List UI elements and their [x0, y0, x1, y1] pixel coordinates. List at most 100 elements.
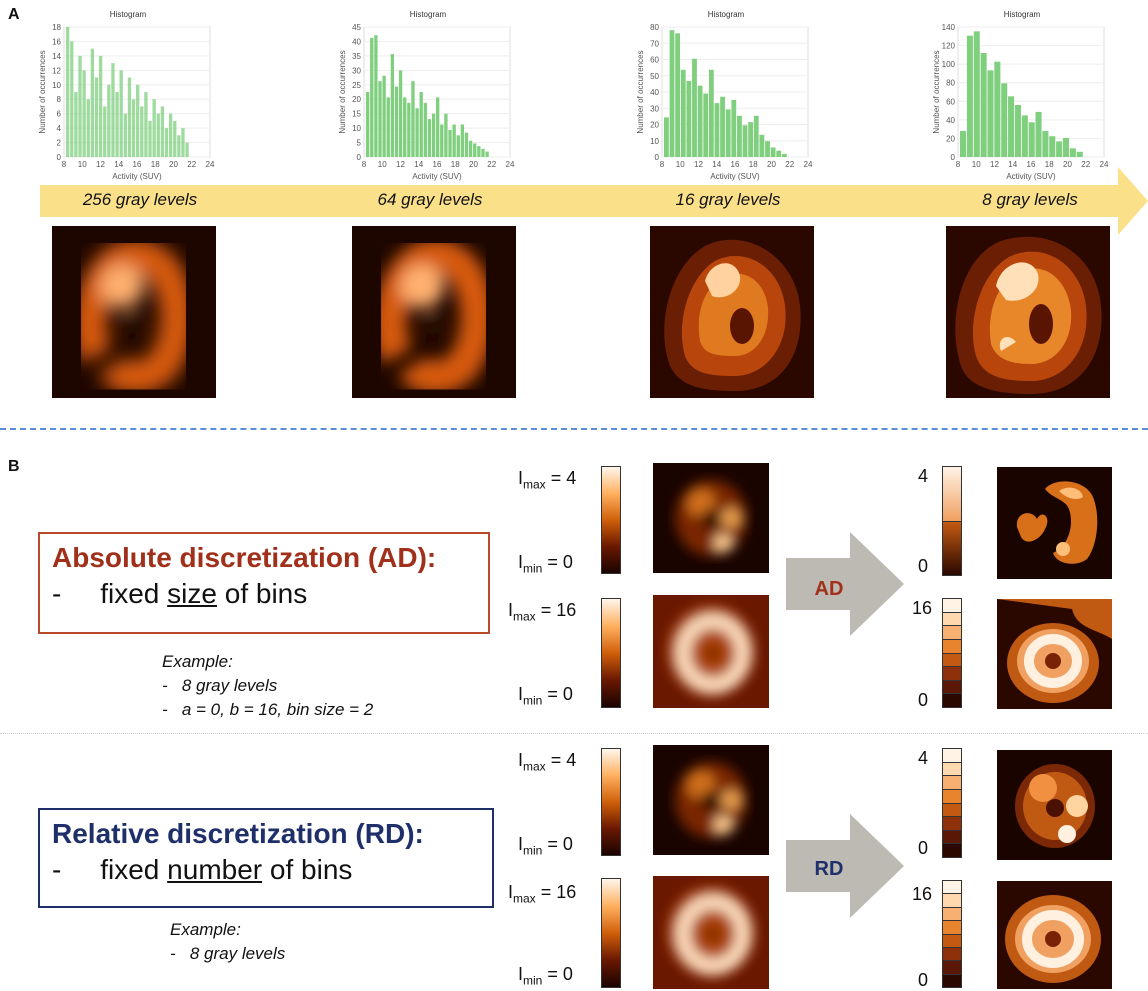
x-tick-label: 18: [151, 160, 160, 169]
y-tick-label: 5: [357, 139, 362, 148]
histogram-bar: [720, 96, 725, 157]
colorbar-bin: [943, 881, 961, 895]
y-tick-label: 0: [655, 153, 660, 162]
histogram-bar: [765, 141, 770, 157]
histogram-bar: [86, 99, 90, 157]
ad-colorbar-4: [942, 466, 962, 576]
y-tick-label: 30: [650, 104, 659, 113]
colorbar-bin: [943, 934, 961, 948]
pet-image-8: [946, 226, 1110, 398]
discretized-image-ad-row2: [997, 599, 1112, 709]
histogram-bar: [776, 150, 782, 157]
x-tick-label: 22: [785, 160, 794, 169]
tick-0-row4: 0: [918, 970, 929, 990]
colorbar-bin: [943, 844, 961, 857]
y-tick-label: 40: [650, 88, 659, 97]
y-tick-label: 14: [52, 52, 61, 61]
x-tick-label: 12: [990, 160, 999, 169]
histogram-plot: 0 5 10 15 20 25 30 35 40 45 8 10 12 14 16 18 20 22 24 Activ…: [338, 23, 515, 181]
x-tick-label: 12: [96, 160, 105, 169]
histogram-bar: [103, 106, 107, 157]
rd-definition-box: Relative discretization (RD): - fixed nu…: [38, 808, 494, 908]
histogram-bar: [366, 92, 370, 157]
histogram-bar: [473, 143, 477, 157]
histogram-bar: [714, 103, 720, 157]
histogram-bar: [481, 148, 485, 157]
tick-16-row4: 16: [912, 884, 933, 904]
row-divider: [0, 733, 1148, 734]
histogram-bar: [74, 92, 78, 157]
histogram-bar: [427, 119, 432, 157]
gray-level-label-256: 256 gray levels: [82, 190, 198, 209]
continuous-colorbar-row1: [601, 466, 621, 574]
histogram-bar: [753, 115, 759, 157]
gray-level-arrow: [40, 167, 1148, 235]
histogram-bar: [419, 92, 423, 157]
histogram-bar: [436, 97, 440, 157]
histogram-bar: [403, 97, 407, 157]
histogram-bar: [127, 77, 132, 157]
x-tick-label: 8: [362, 160, 367, 169]
x-tick-label: 16: [1027, 160, 1036, 169]
histogram-bar: [737, 115, 742, 157]
y-tick-label: 15: [352, 110, 361, 119]
histogram-bar: [173, 120, 177, 157]
y-axis-label: Number of occurrences: [38, 50, 47, 133]
histogram-plot: 0 10 20 30 40 50 60 70 80 8 10 12 14 16 18 20 22 24 Activi…: [636, 23, 813, 181]
histogram-bar: [374, 35, 378, 157]
colorbar-bin: [943, 694, 961, 707]
histogram-bar: [994, 61, 1001, 157]
histogram-bar: [181, 128, 185, 157]
histogram-bar: [1021, 115, 1028, 157]
rd-example-line-1: - 8 gray levels: [170, 944, 286, 963]
histogram-bar: [82, 70, 86, 157]
histogram-bar: [980, 53, 987, 157]
x-tick-label: 22: [187, 160, 196, 169]
histogram-title: Histogram: [409, 10, 447, 19]
x-tick-label: 12: [694, 160, 703, 169]
histogram-bar: [697, 85, 703, 157]
discretized-image-ad-row1: [997, 467, 1112, 579]
y-tick-label: 18: [52, 23, 61, 32]
histogram-bar: [748, 122, 754, 157]
histogram-bar: [675, 33, 681, 157]
colorbar-bin: [943, 921, 961, 935]
histogram-bar: [781, 153, 787, 157]
x-tick-label: 20: [1063, 160, 1072, 169]
histogram-bar: [456, 135, 460, 157]
histogram-bar: [415, 108, 419, 157]
rd-arrow: [786, 814, 904, 918]
histogram-bar: [725, 109, 731, 157]
histogram-bar: [686, 80, 692, 157]
y-tick-label: 10: [352, 124, 361, 133]
x-tick-label: 18: [451, 160, 460, 169]
histogram-bar: [140, 106, 144, 157]
x-tick-label: 14: [712, 160, 721, 169]
histogram-3: Histogram 0 20 40 60 80 100 120 140 8 10 12 14 16 18 20…: [932, 10, 1112, 187]
y-tick-label: 20: [650, 121, 659, 130]
histogram-bar: [1062, 137, 1070, 157]
y-tick-label: 20: [946, 134, 955, 143]
histogram-bar: [1076, 151, 1083, 157]
histogram-bar: [669, 30, 675, 157]
gray-level-label-8: 8 gray levels: [982, 190, 1078, 209]
colorbar-bin: [943, 626, 961, 640]
histogram-bar: [111, 63, 115, 157]
y-tick-label: 10: [650, 137, 659, 146]
rd-colorbar-4: [942, 748, 962, 858]
continuous-colorbar-row2: [601, 598, 621, 708]
x-tick-label: 24: [506, 160, 515, 169]
histogram-bar: [485, 151, 489, 157]
histogram-bar: [370, 37, 374, 157]
colorbar-bin: [943, 639, 961, 654]
histogram-bar: [390, 54, 395, 158]
rd-underlined: number: [167, 854, 263, 885]
imax-label-row3: Imax = 4: [518, 750, 577, 774]
imin-label-row4: Imin = 0: [518, 964, 573, 988]
histogram-bar: [731, 99, 737, 157]
histogram-bar: [423, 102, 427, 157]
histogram-bar: [680, 69, 686, 157]
histogram-title: Histogram: [109, 10, 147, 19]
rd-colorbar-16: [942, 880, 962, 988]
original-image-row1: [653, 463, 769, 573]
